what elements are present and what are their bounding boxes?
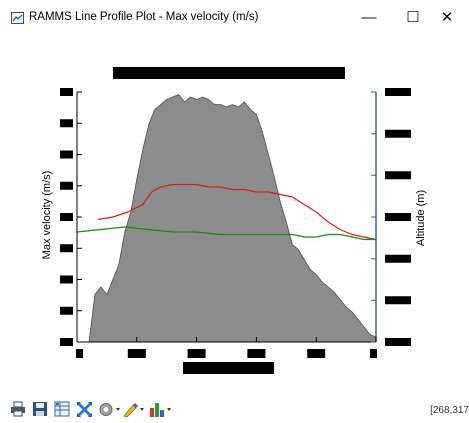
right-tick-label [385,338,411,346]
bottom-toolbar: [268,317 [0,396,469,423]
x-tick-label [76,349,83,358]
print-icon[interactable] [10,400,26,418]
right-axis-label: Altitude (m) [415,190,427,246]
save-icon[interactable] [32,400,48,418]
settings-icon[interactable] [98,400,121,418]
x-tick-label [188,349,206,358]
plot-area[interactable]: Max velocity (m/s) Altitude (m) [0,34,469,394]
right-tick-label [385,255,411,263]
right-tick-label [385,130,411,138]
left-tick-label [60,88,73,96]
app-icon [11,12,24,24]
redacted-x-axis-label [183,362,274,374]
close-button[interactable]: ✕ [425,0,469,34]
left-tick-label [60,276,73,284]
chart-icon[interactable] [149,400,173,418]
terrain-area [77,95,376,343]
cursor-coordinates: [268,317 [430,405,469,416]
redacted-title [113,67,345,79]
window-title: RAMMS Line Profile Plot - Max velocity (… [29,11,258,23]
color-icon[interactable] [122,400,146,418]
x-tick-label [128,349,146,358]
right-tick-label [385,296,411,304]
zoom-icon[interactable] [76,400,93,418]
right-tick-label [385,88,411,96]
line-profile-chart[interactable]: Max velocity (m/s) Altitude (m) [0,34,469,394]
left-tick-label [60,151,73,159]
left-tick-label [60,119,73,127]
left-tick-label [60,338,73,346]
left-tick-label [60,244,73,252]
x-tick-label [247,349,265,358]
minimize-button[interactable]: — [347,0,391,34]
right-tick-label [385,213,411,221]
table-icon[interactable] [54,400,70,418]
x-tick-label [370,349,377,358]
left-tick-label [60,182,73,190]
right-tick-label [385,171,411,179]
title-bar[interactable]: RAMMS Line Profile Plot - Max velocity (… [0,0,469,34]
left-tick-label [60,213,73,221]
x-tick-label [307,349,325,358]
left-axis-label: Max velocity (m/s) [41,171,53,260]
left-tick-label [60,307,73,315]
